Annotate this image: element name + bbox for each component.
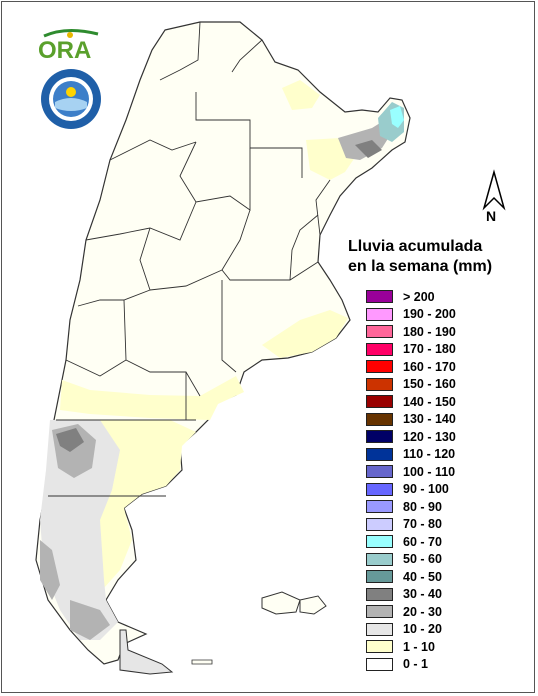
legend-item: 110 - 120 xyxy=(366,446,456,464)
small-island xyxy=(191,659,213,665)
legend-label: 70 - 80 xyxy=(403,517,442,532)
rain-zone-northeast-yellow xyxy=(282,80,320,110)
legend-label: 50 - 60 xyxy=(403,552,442,567)
north-label: N xyxy=(486,208,497,224)
legend-item: 1 - 10 xyxy=(366,638,456,656)
legend-item: 120 - 130 xyxy=(366,428,456,446)
legend-item: 140 - 150 xyxy=(366,393,456,411)
smn-seal xyxy=(41,69,101,129)
legend-swatch xyxy=(366,482,393,496)
ora-logo-text: ORA xyxy=(38,37,91,62)
legend-label: 140 - 150 xyxy=(403,394,456,409)
legend-swatch xyxy=(366,307,393,321)
legend-label: 30 - 40 xyxy=(403,587,442,602)
legend-title-line1: Lluvia acumulada xyxy=(348,238,483,255)
legend-swatch xyxy=(366,395,393,409)
legend-label: 120 - 130 xyxy=(403,429,456,444)
legend-title: Lluvia acumulada en la semana (mm) xyxy=(348,237,492,277)
legend-item: 180 - 190 xyxy=(366,323,456,341)
legend-title-line2: en la semana (mm) xyxy=(348,258,493,275)
legend-label: 130 - 140 xyxy=(403,412,456,427)
legend-label: 40 - 50 xyxy=(403,569,442,584)
rain-zone-misiones-cyan xyxy=(390,106,404,128)
legend-item: 190 - 200 xyxy=(366,306,456,324)
rain-zone-central-yellow xyxy=(60,376,244,420)
legend-label: 100 - 110 xyxy=(403,464,456,479)
legend-label: 10 - 20 xyxy=(403,622,442,637)
legend-item: 30 - 40 xyxy=(366,586,456,604)
legend-swatch xyxy=(366,325,393,339)
legend-label: 190 - 200 xyxy=(403,307,456,322)
rain-zone-patagonia-dark xyxy=(56,428,84,452)
legend-label: 90 - 100 xyxy=(403,482,449,497)
legend-label: 80 - 90 xyxy=(403,499,442,514)
legend-swatch xyxy=(366,657,393,671)
legend-swatch xyxy=(366,570,393,584)
legend-swatch xyxy=(366,342,393,356)
legend-swatch xyxy=(366,500,393,514)
legend-label: 1 - 10 xyxy=(403,639,435,654)
legend-swatch xyxy=(366,290,393,304)
legend-swatch xyxy=(366,535,393,549)
legend-item: 130 - 140 xyxy=(366,411,456,429)
legend-item: 60 - 70 xyxy=(366,533,456,551)
rain-zone-patagonia-yellow xyxy=(94,420,196,588)
legend-swatch xyxy=(366,377,393,391)
ora-logo: ORA xyxy=(38,29,99,62)
legend-item: 160 - 170 xyxy=(366,358,456,376)
legend-swatch xyxy=(366,587,393,601)
legend-label: 170 - 180 xyxy=(403,342,456,357)
islas-malvinas xyxy=(261,591,327,615)
legend-item: 100 - 110 xyxy=(366,463,456,481)
rain-zone-misiones-dark xyxy=(355,140,382,158)
legend-swatch xyxy=(366,517,393,531)
legend-swatch xyxy=(366,412,393,426)
legend-swatch xyxy=(366,447,393,461)
tierra-del-fuego xyxy=(119,629,174,675)
legend-label: 0 - 1 xyxy=(403,657,429,672)
legend-item: 90 - 100 xyxy=(366,481,456,499)
legend-label: 110 - 120 xyxy=(403,447,456,462)
legend-item: > 200 xyxy=(366,288,456,306)
legend-label: > 200 xyxy=(403,289,435,304)
legend-label: 20 - 30 xyxy=(403,604,442,619)
legend-item: 20 - 30 xyxy=(366,603,456,621)
rain-zone-buenos-aires-yellow xyxy=(262,310,348,358)
legend: > 200 190 - 200 180 - 190 170 - 180 160 - 17… xyxy=(366,288,456,673)
legend-item: 80 - 90 xyxy=(366,498,456,516)
legend-item: 40 - 50 xyxy=(366,568,456,586)
rain-zone-south-gray xyxy=(40,540,60,600)
legend-label: 180 - 190 xyxy=(403,324,456,339)
legend-label: 60 - 70 xyxy=(403,534,442,549)
legend-item: 0 - 1 xyxy=(366,656,456,674)
province-borders xyxy=(48,21,331,497)
legend-swatch xyxy=(366,465,393,479)
legend-swatch xyxy=(366,360,393,374)
legend-item: 10 - 20 xyxy=(366,621,456,639)
legend-swatch xyxy=(366,640,393,654)
legend-item: 170 - 180 xyxy=(366,341,456,359)
rain-zone-santa-cruz-gray xyxy=(70,600,110,640)
legend-label: 150 - 160 xyxy=(403,377,456,392)
legend-swatch xyxy=(366,552,393,566)
legend-item: 50 - 60 xyxy=(366,551,456,569)
legend-swatch xyxy=(366,430,393,444)
legend-label: 160 - 170 xyxy=(403,359,456,374)
legend-swatch xyxy=(366,605,393,619)
legend-swatch xyxy=(366,622,393,636)
legend-item: 70 - 80 xyxy=(366,516,456,534)
north-arrow-icon xyxy=(482,169,506,211)
legend-item: 150 - 160 xyxy=(366,376,456,394)
